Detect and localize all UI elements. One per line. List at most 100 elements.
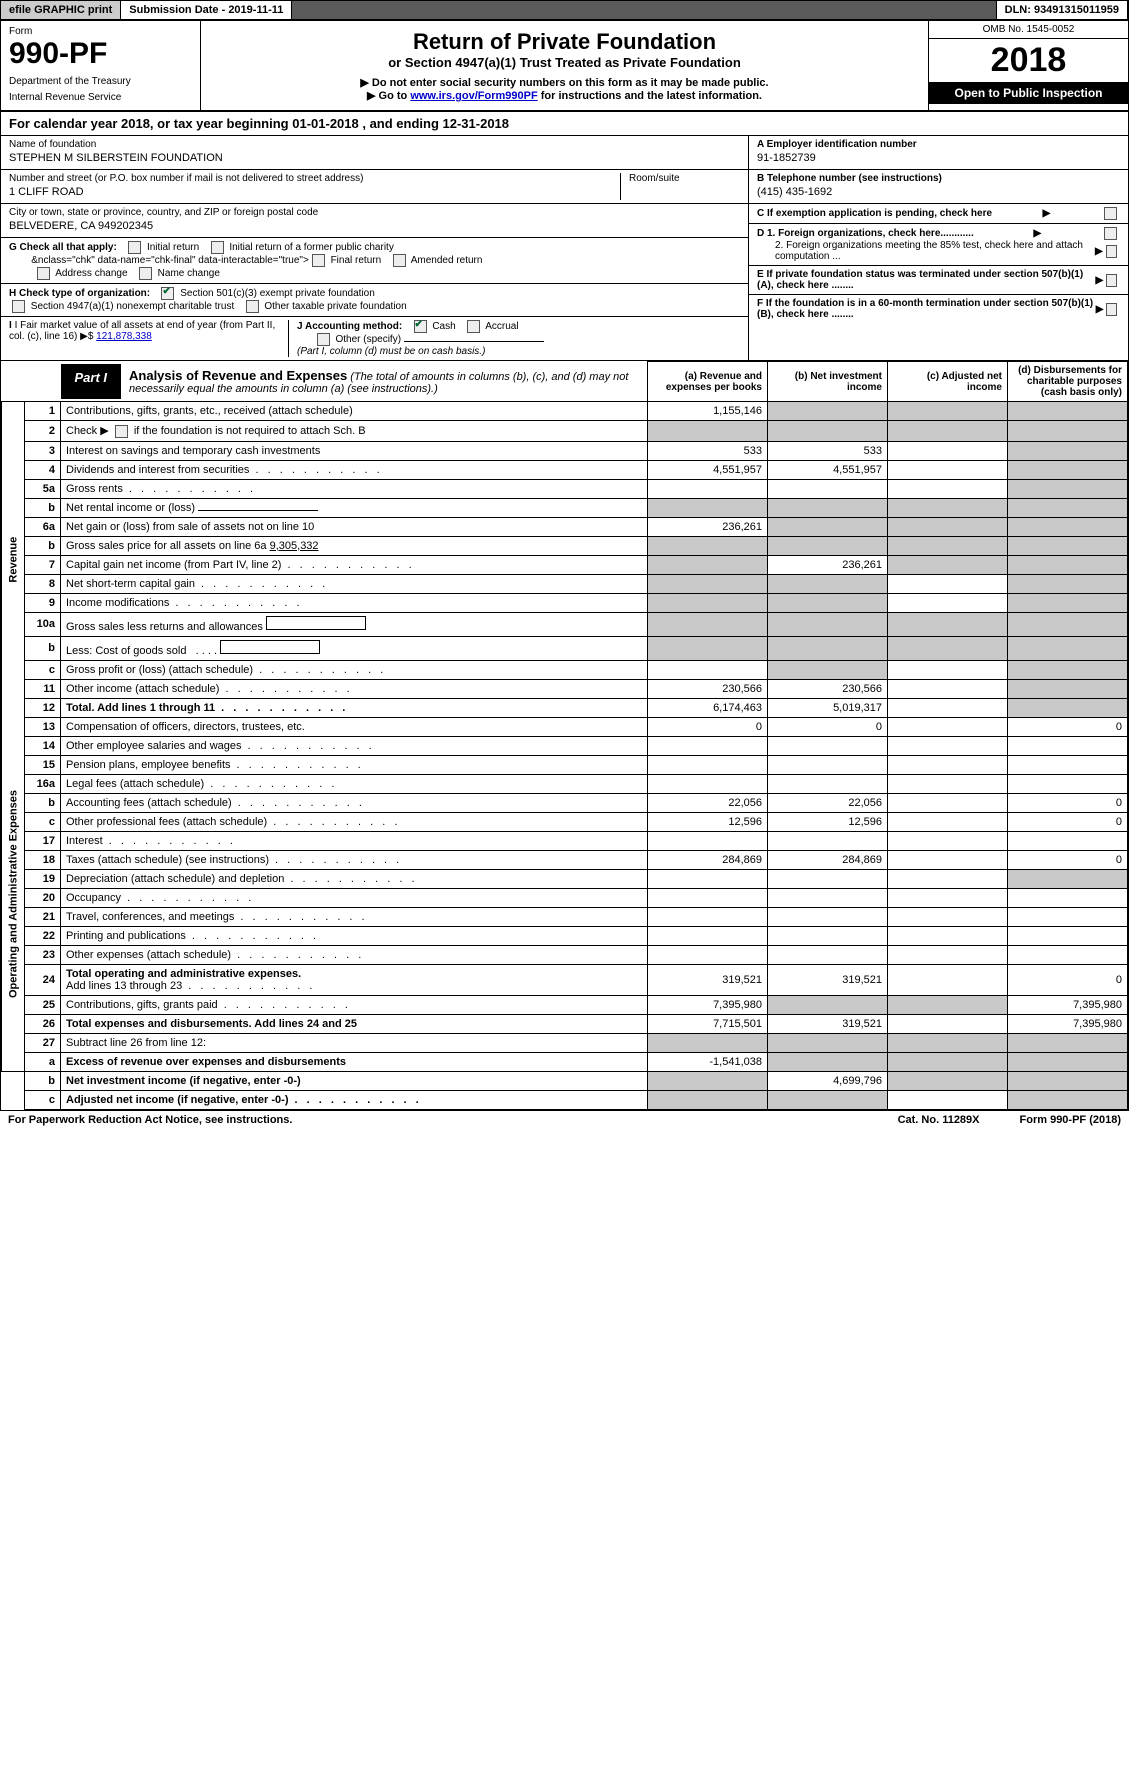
line-num: 7: [25, 555, 61, 574]
gross-sales-value: 9,305,332: [270, 540, 319, 552]
name-label: Name of foundation: [9, 139, 740, 150]
chk-accrual[interactable]: [467, 320, 480, 333]
line-desc: Legal fees (attach schedule): [61, 774, 648, 793]
table-row: 24 Total operating and administrative ex…: [2, 964, 1128, 995]
cell-value: 7,395,980: [1008, 1014, 1128, 1033]
table-row: 9 Income modifications: [2, 593, 1128, 612]
instr-goto-pre: ▶ Go to: [367, 90, 410, 102]
ein-label: A Employer identification number: [757, 139, 1120, 150]
line-desc: Excess of revenue over expenses and disb…: [61, 1052, 648, 1071]
opt-other-method: Other (specify): [335, 334, 401, 345]
irs-link[interactable]: www.irs.gov/Form990PF: [410, 90, 537, 102]
line-num: b: [25, 1071, 61, 1090]
opt-name-change: Name change: [158, 268, 220, 279]
line-num: b: [25, 793, 61, 812]
cell-value: 12,596: [648, 812, 768, 831]
cell-value: 0: [768, 717, 888, 736]
table-row: Operating and Administrative Expenses 13…: [2, 717, 1128, 736]
f-label: F If the foundation is in a 60-month ter…: [757, 298, 1096, 320]
section-h: H Check type of organization: Section 50…: [1, 284, 748, 317]
table-row: c Gross profit or (loss) (attach schedul…: [2, 660, 1128, 679]
line-desc: Income modifications: [61, 593, 648, 612]
phone-label: B Telephone number (see instructions): [757, 173, 1120, 184]
table-row: 8 Net short-term capital gain: [2, 574, 1128, 593]
chk-other-method[interactable]: [317, 333, 330, 346]
cell-value: 319,521: [768, 1014, 888, 1033]
line-num: 23: [25, 945, 61, 964]
part1-table: Part I Analysis of Revenue and Expenses …: [1, 361, 1128, 1110]
cell-value: 0: [1008, 850, 1128, 869]
chk-exemption-pending[interactable]: [1104, 207, 1117, 220]
chk-foreign-org[interactable]: [1104, 227, 1117, 240]
opt-4947: Section 4947(a)(1) nonexempt charitable …: [31, 301, 234, 312]
chk-cash[interactable]: [414, 320, 427, 333]
line-num: 25: [25, 995, 61, 1014]
line-num: 3: [25, 441, 61, 460]
arrow-icon: ▶: [1043, 208, 1051, 219]
arrow-icon: ▶: [1096, 304, 1104, 315]
info-section: Name of foundation STEPHEN M SILBERSTEIN…: [1, 136, 1128, 361]
line-desc: Contributions, gifts, grants, etc., rece…: [61, 402, 648, 421]
city-label: City or town, state or province, country…: [9, 207, 740, 218]
table-row: 5a Gross rents: [2, 479, 1128, 498]
cell-value: 4,551,957: [648, 460, 768, 479]
fmv-value[interactable]: 121,878,338: [96, 331, 152, 342]
line-num: 2: [25, 421, 61, 442]
col-a-header: (a) Revenue and expenses per books: [648, 362, 768, 402]
cell-value: 7,395,980: [1008, 995, 1128, 1014]
table-row: 7 Capital gain net income (from Part IV,…: [2, 555, 1128, 574]
chk-60month[interactable]: [1106, 303, 1117, 316]
chk-sch-b[interactable]: [115, 425, 128, 438]
cell-value: 7,395,980: [648, 995, 768, 1014]
table-row: c Other professional fees (attach schedu…: [2, 812, 1128, 831]
opt-other-taxable: Other taxable private foundation: [264, 301, 406, 312]
part1-tab: Part I: [61, 364, 122, 399]
instr-no-ssn: ▶ Do not enter social security numbers o…: [209, 76, 920, 89]
arrow-icon: ▶: [1095, 275, 1103, 286]
table-row: 20 Occupancy: [2, 888, 1128, 907]
table-row: b Less: Cost of goods sold . . . .: [2, 636, 1128, 660]
chk-final-return[interactable]: [312, 254, 325, 267]
cal-year-pre: For calendar year 2018, or tax year begi…: [9, 116, 292, 131]
line-num: 17: [25, 831, 61, 850]
line-desc: Net investment income (if negative, ente…: [61, 1071, 648, 1090]
chk-amended[interactable]: [393, 254, 406, 267]
section-g: G Check all that apply: Initial return I…: [1, 238, 748, 284]
cell-value: 236,261: [768, 555, 888, 574]
cal-year-mid: , and ending: [359, 116, 443, 131]
chk-other-taxable[interactable]: [246, 300, 259, 313]
cell-value: 236,261: [648, 517, 768, 536]
chk-85pct[interactable]: [1106, 245, 1117, 258]
line-num: 20: [25, 888, 61, 907]
line-desc: Other professional fees (attach schedule…: [61, 812, 648, 831]
c-label: C If exemption application is pending, c…: [757, 208, 992, 219]
line-num: b: [25, 536, 61, 555]
chk-name-change[interactable]: [139, 267, 152, 280]
table-row: 6a Net gain or (loss) from sale of asset…: [2, 517, 1128, 536]
chk-initial-return[interactable]: [128, 241, 141, 254]
line-desc: Net rental income or (loss): [61, 498, 648, 517]
dept-irs: Internal Revenue Service: [9, 92, 192, 103]
chk-addr-change[interactable]: [37, 267, 50, 280]
col-c-header: (c) Adjusted net income: [888, 362, 1008, 402]
line-desc: Depreciation (attach schedule) and deple…: [61, 869, 648, 888]
line-desc: Total operating and administrative expen…: [61, 964, 648, 995]
line-num: 14: [25, 736, 61, 755]
ein: 91-1852739: [757, 150, 1120, 166]
chk-status-terminated[interactable]: [1106, 274, 1117, 287]
opt-final: Final return: [331, 255, 382, 266]
line-num: 8: [25, 574, 61, 593]
line-num: 24: [25, 964, 61, 995]
cell-value: 6,174,463: [648, 698, 768, 717]
cell-value: 284,869: [648, 850, 768, 869]
line-num: 9: [25, 593, 61, 612]
table-row: 2 Check ▶ if the foundation is not requi…: [2, 421, 1128, 442]
line-num: b: [25, 498, 61, 517]
chk-initial-former[interactable]: [211, 241, 224, 254]
line-num: 1: [25, 402, 61, 421]
cell-value: 533: [648, 441, 768, 460]
chk-4947[interactable]: [12, 300, 25, 313]
line-num: 21: [25, 907, 61, 926]
chk-501c3[interactable]: [161, 287, 174, 300]
table-row: 11 Other income (attach schedule) 230,56…: [2, 679, 1128, 698]
